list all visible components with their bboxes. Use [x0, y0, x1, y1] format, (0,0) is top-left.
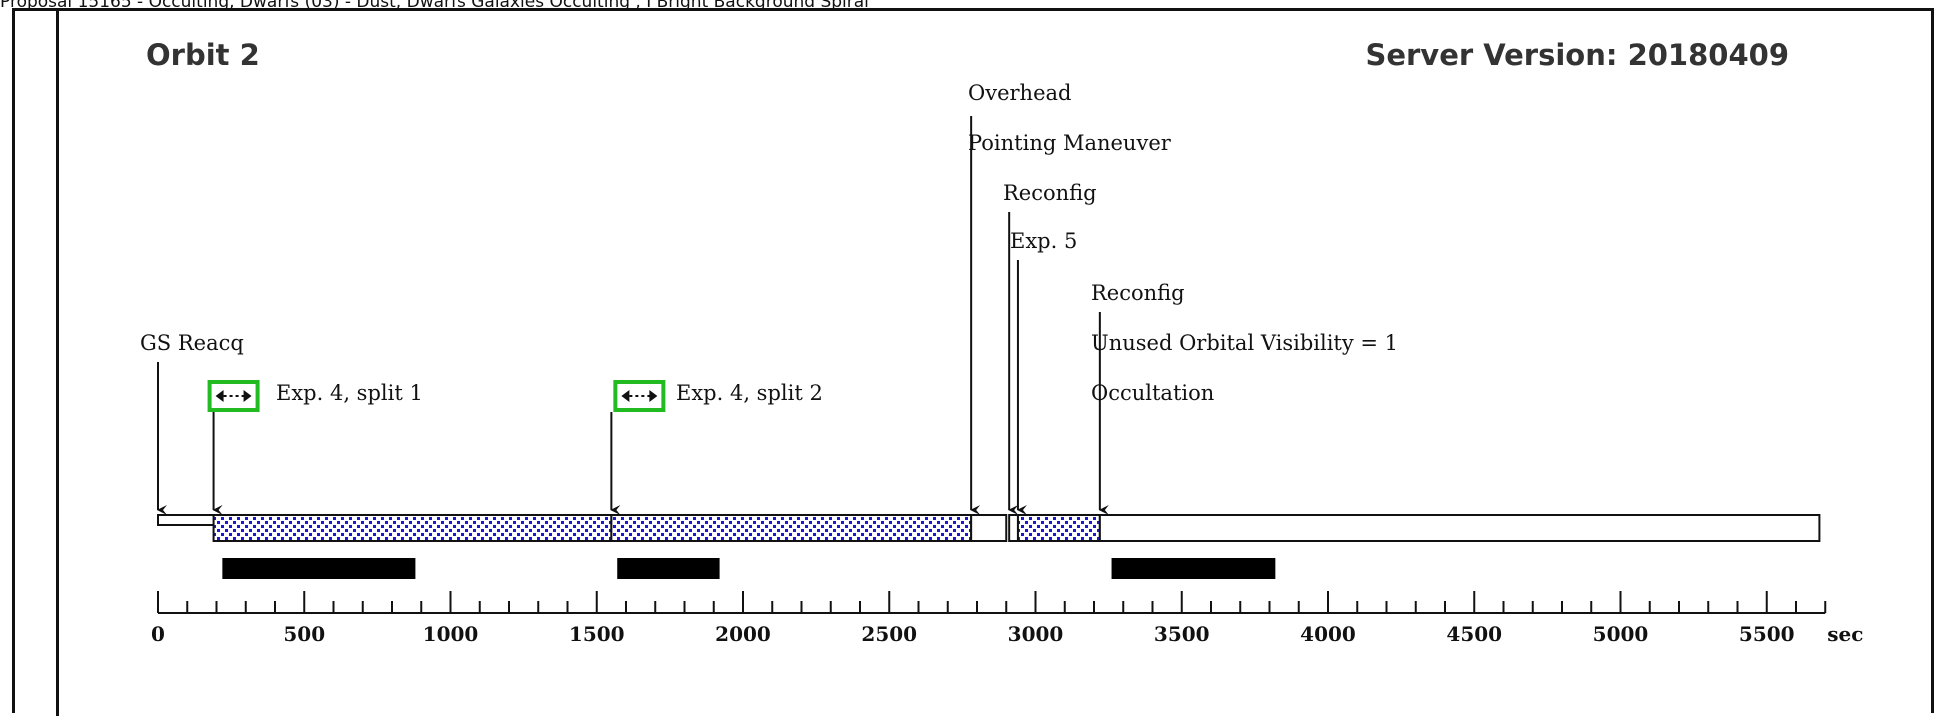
- tick-label-3500: 3500: [1154, 622, 1210, 646]
- right-arrow-icon: [243, 390, 252, 402]
- event-label: Reconfig: [1003, 181, 1097, 205]
- tick-label-1000: 1000: [423, 622, 479, 646]
- event-label: Pointing Maneuver: [968, 131, 1172, 155]
- left-arrow-icon: [621, 390, 630, 402]
- black-bar-2: [617, 558, 720, 579]
- segment-overhead: [970, 514, 1008, 542]
- segment-unused-visibility: [1098, 514, 1821, 542]
- event-label: Exp. 5: [1010, 229, 1077, 253]
- event-label: Reconfig: [1091, 281, 1185, 305]
- orbit-title: Orbit 2: [146, 38, 260, 72]
- segment-reconfig: [1008, 514, 1019, 542]
- tick-label-2500: 2500: [861, 622, 917, 646]
- black-bar-3: [1111, 558, 1276, 579]
- tick-label-500: 500: [283, 622, 325, 646]
- right-arrow-icon: [649, 390, 658, 402]
- tick-label-1500: 1500: [569, 622, 625, 646]
- tick-label-3000: 3000: [1008, 622, 1064, 646]
- event-label: Exp. 4, split 1: [276, 381, 423, 405]
- tick-label-5500: 5500: [1739, 622, 1795, 646]
- frame-divider: [56, 8, 59, 716]
- tick-label-0: 0: [151, 622, 165, 646]
- left-arrow-icon: [215, 390, 224, 402]
- segment-exposure-4-split-2: [610, 514, 973, 542]
- event-label: Exp. 4, split 2: [676, 381, 823, 405]
- tick-label-5000: 5000: [1593, 622, 1649, 646]
- black-bar-1: [222, 558, 416, 579]
- segment-gs-reacq: [157, 514, 221, 526]
- segment-exposure-5: [1016, 514, 1101, 542]
- segment-exposure-4-split-1: [212, 514, 613, 542]
- event-label: Unused Orbital Visibility = 1: [1091, 331, 1398, 355]
- axis-unit: sec: [1827, 622, 1863, 646]
- split-box-icon-2: [613, 380, 666, 412]
- tick-label-2000: 2000: [715, 622, 771, 646]
- tick-label-4000: 4000: [1300, 622, 1356, 646]
- server-version: Server Version: 20180409: [1365, 38, 1789, 72]
- event-label: GS Reacq: [140, 331, 244, 355]
- event-label: Occultation: [1091, 381, 1214, 405]
- split-box-icon-1: [207, 380, 260, 412]
- event-label: Overhead: [968, 81, 1071, 105]
- tick-label-4500: 4500: [1446, 622, 1502, 646]
- content-frame: [12, 8, 1934, 713]
